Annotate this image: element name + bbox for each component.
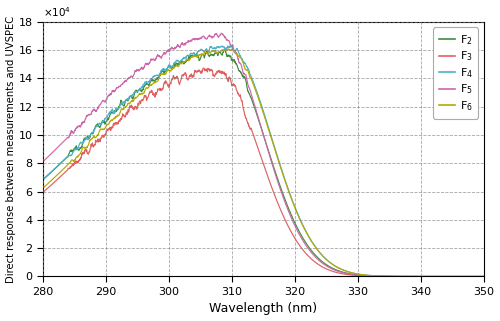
F$_{2}$ bbox=[222, 47, 228, 51]
F$_{6}$ bbox=[229, 47, 235, 51]
F$_{6}$ bbox=[192, 54, 198, 58]
Y-axis label: Direct response between measurements and UVSPEC: Direct response between measurements and… bbox=[6, 16, 16, 283]
Line: F$_{6}$: F$_{6}$ bbox=[43, 49, 484, 276]
F$_{4}$ bbox=[481, 274, 487, 278]
F$_{5}$ bbox=[481, 274, 487, 278]
F$_{6}$ bbox=[481, 274, 487, 278]
F$_{3}$ bbox=[40, 191, 46, 195]
F$_{5}$ bbox=[474, 274, 480, 278]
F$_{3}$ bbox=[474, 274, 480, 278]
Text: $\times 10^4$: $\times 10^4$ bbox=[43, 5, 71, 19]
F$_{3}$ bbox=[244, 119, 250, 123]
F$_{4}$ bbox=[40, 178, 46, 181]
F$_{6}$ bbox=[147, 84, 153, 88]
Legend: F$_{2}$, F$_{3}$, F$_{4}$, F$_{5}$, F$_{6}$: F$_{2}$, F$_{3}$, F$_{4}$, F$_{5}$, F$_{… bbox=[433, 27, 478, 118]
Line: F$_{5}$: F$_{5}$ bbox=[43, 33, 484, 276]
F$_{6}$ bbox=[40, 186, 46, 190]
F$_{5}$ bbox=[398, 274, 404, 278]
F$_{4}$ bbox=[398, 274, 404, 278]
F$_{4}$ bbox=[474, 274, 480, 278]
F$_{6}$ bbox=[398, 274, 404, 278]
F$_{5}$ bbox=[272, 170, 278, 174]
F$_{2}$ bbox=[474, 274, 480, 278]
F$_{3}$ bbox=[147, 91, 153, 95]
F$_{4}$ bbox=[228, 44, 234, 48]
F$_{2}$ bbox=[192, 53, 198, 57]
F$_{2}$ bbox=[398, 274, 404, 278]
F$_{5}$ bbox=[147, 61, 153, 65]
F$_{5}$ bbox=[192, 38, 198, 42]
F$_{2}$ bbox=[244, 85, 250, 89]
F$_{3}$ bbox=[272, 193, 278, 197]
F$_{3}$ bbox=[481, 274, 487, 278]
F$_{6}$ bbox=[244, 68, 250, 72]
F$_{3}$ bbox=[192, 68, 198, 72]
Line: F$_{2}$: F$_{2}$ bbox=[43, 49, 484, 276]
F$_{4}$ bbox=[272, 145, 278, 149]
Line: F$_{4}$: F$_{4}$ bbox=[43, 46, 484, 276]
F$_{4}$ bbox=[147, 78, 153, 82]
F$_{3}$ bbox=[200, 66, 206, 70]
F$_{3}$ bbox=[398, 274, 404, 278]
Line: F$_{3}$: F$_{3}$ bbox=[43, 68, 484, 276]
F$_{2}$ bbox=[272, 168, 278, 172]
F$_{6}$ bbox=[272, 147, 278, 151]
F$_{2}$ bbox=[481, 274, 487, 278]
F$_{2}$ bbox=[40, 178, 46, 182]
F$_{4}$ bbox=[244, 65, 250, 68]
F$_{4}$ bbox=[192, 52, 198, 56]
F$_{5}$ bbox=[244, 78, 250, 82]
F$_{6}$ bbox=[474, 274, 480, 278]
F$_{5}$ bbox=[218, 31, 224, 35]
F$_{2}$ bbox=[147, 82, 153, 86]
X-axis label: Wavelength (nm): Wavelength (nm) bbox=[210, 302, 318, 316]
F$_{5}$ bbox=[40, 160, 46, 164]
